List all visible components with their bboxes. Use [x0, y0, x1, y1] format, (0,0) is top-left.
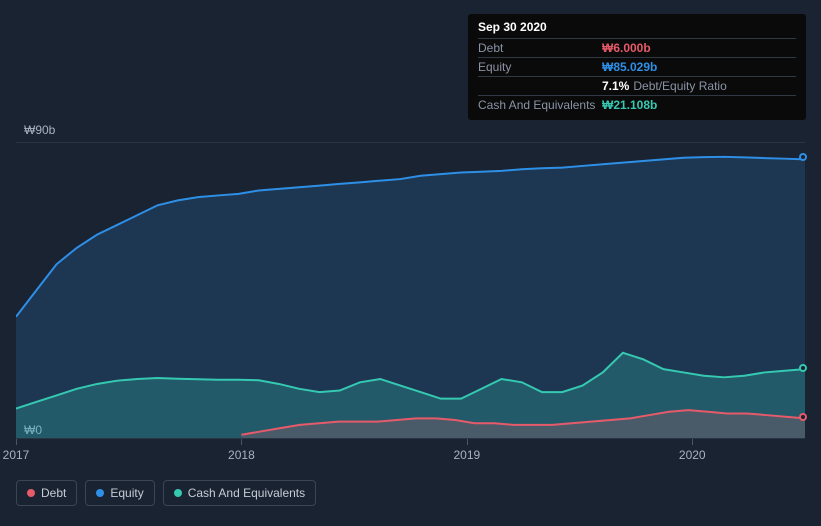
- x-axis-label: 2019: [453, 448, 480, 462]
- x-axis-tick: [692, 439, 693, 445]
- legend-label: Cash And Equivalents: [188, 486, 305, 500]
- tooltip-value: ₩6.000b: [602, 41, 651, 55]
- x-axis-label: 2018: [228, 448, 255, 462]
- legend-dot-icon: [27, 489, 35, 497]
- series-end-marker-debt: [799, 413, 807, 421]
- legend-dot-icon: [96, 489, 104, 497]
- y-axis-label: ₩90b: [24, 123, 55, 137]
- legend-item-debt[interactable]: Debt: [16, 480, 77, 506]
- tooltip-date: Sep 30 2020: [478, 20, 796, 38]
- tooltip-row: 7.1% Debt/Equity Ratio: [478, 76, 796, 95]
- x-axis-tick: [241, 439, 242, 445]
- legend-label: Debt: [41, 486, 66, 500]
- x-axis-labels: 2017201820192020: [16, 448, 805, 464]
- legend-dot-icon: [174, 489, 182, 497]
- tooltip-value: 7.1%: [602, 79, 629, 93]
- series-end-marker-cash: [799, 364, 807, 372]
- chart-svg: [16, 143, 805, 438]
- tooltip-row: Debt₩6.000b: [478, 38, 796, 57]
- legend-label: Equity: [110, 486, 143, 500]
- tooltip-value: ₩85.029b: [602, 60, 657, 74]
- tooltip-value: ₩21.108b: [602, 98, 657, 112]
- chart-tooltip: Sep 30 2020 Debt₩6.000bEquity₩85.029b7.1…: [468, 14, 806, 120]
- x-axis-label: 2017: [3, 448, 30, 462]
- tooltip-row: Cash And Equivalents₩21.108b: [478, 95, 796, 114]
- chart-legend: Debt Equity Cash And Equivalents: [16, 480, 316, 506]
- series-end-marker-equity: [799, 153, 807, 161]
- x-axis-tick: [16, 439, 17, 445]
- legend-item-cash[interactable]: Cash And Equivalents: [163, 480, 316, 506]
- x-axis-label: 2020: [679, 448, 706, 462]
- tooltip-label: Debt: [478, 41, 602, 55]
- tooltip-row: Equity₩85.029b: [478, 57, 796, 76]
- chart-plot-area: [16, 142, 805, 439]
- tooltip-label: Cash And Equivalents: [478, 98, 602, 112]
- tooltip-label: Equity: [478, 60, 602, 74]
- tooltip-suffix: Debt/Equity Ratio: [633, 79, 726, 93]
- x-axis-tick: [467, 439, 468, 445]
- legend-item-equity[interactable]: Equity: [85, 480, 154, 506]
